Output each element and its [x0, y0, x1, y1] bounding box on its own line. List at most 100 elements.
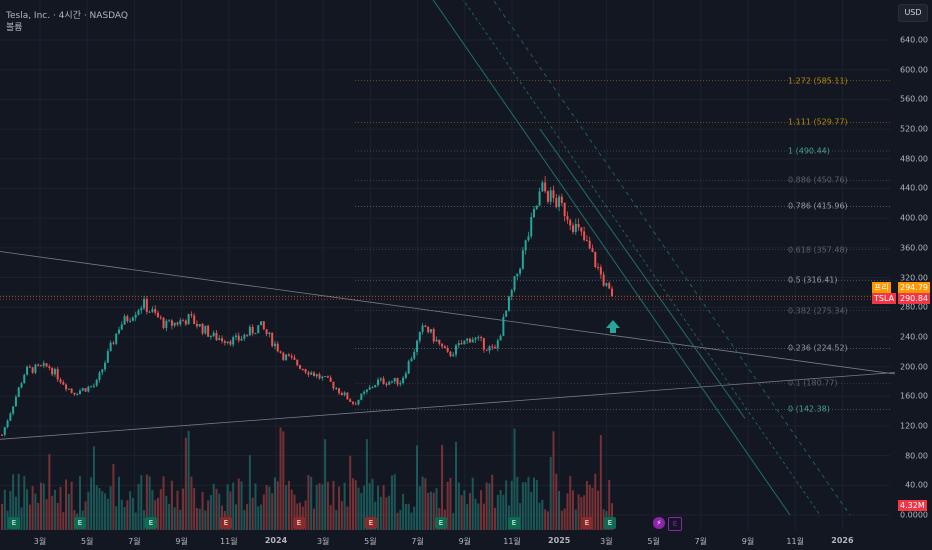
- volume-bar: [290, 489, 293, 530]
- volume-bar: [296, 503, 299, 530]
- earnings-event-icon[interactable]: E: [581, 517, 593, 529]
- ascending-trend-line: [0, 372, 896, 440]
- candle-body: [491, 346, 494, 348]
- candle-body: [374, 385, 377, 388]
- candle-body: [39, 365, 42, 367]
- earnings-event-icon[interactable]: E: [604, 517, 616, 529]
- candle-body: [237, 335, 240, 341]
- price-axis[interactable]: 640.00 600.00 560.00 520.00 480.00 440.00 400.…: [890, 0, 932, 550]
- volume-bar: [599, 435, 602, 530]
- candle-body: [173, 322, 176, 326]
- time-tick-label: 11월: [220, 537, 238, 546]
- volume-bar: [145, 474, 148, 530]
- volume-bar: [251, 497, 254, 530]
- volume-bar: [516, 476, 519, 530]
- earnings-event-icon[interactable]: E: [293, 517, 305, 529]
- symbol-tag: TSLA: [872, 293, 897, 304]
- currency-button[interactable]: USD: [898, 4, 928, 22]
- candle-body: [560, 196, 563, 203]
- earnings-event-icon[interactable]: E: [508, 517, 520, 529]
- candle-body: [265, 329, 268, 335]
- candle-body: [62, 382, 65, 385]
- candle-body: [418, 331, 421, 341]
- candle-body: [510, 290, 513, 297]
- candle-body: [496, 340, 499, 349]
- volume-bar: [131, 497, 134, 530]
- candle-body: [368, 387, 371, 390]
- volume-bar: [287, 480, 290, 530]
- earnings-event-icon[interactable]: E: [74, 517, 86, 529]
- time-tick-label: 9월: [458, 537, 472, 546]
- candle-body: [299, 365, 302, 369]
- candle-body: [335, 388, 338, 390]
- candle-body: [574, 224, 577, 232]
- candle-body: [215, 332, 218, 341]
- volume-bar: [62, 512, 65, 530]
- volume-bar: [566, 493, 569, 530]
- volume-bar: [519, 503, 522, 530]
- volume-bar: [597, 490, 600, 530]
- candle-body: [240, 338, 243, 341]
- volume-bar: [92, 446, 95, 530]
- volume-bar: [260, 504, 263, 530]
- candle-body: [340, 393, 343, 396]
- volume-bar: [90, 477, 93, 530]
- time-tick-label: 5월: [364, 537, 377, 546]
- volume-bar: [95, 485, 98, 530]
- candle-body: [404, 373, 407, 378]
- volume-bar: [117, 476, 120, 530]
- volume-bar: [360, 493, 363, 530]
- volume-bar: [310, 476, 313, 530]
- volume-bar: [271, 493, 274, 530]
- volume-bar: [421, 476, 424, 530]
- volume-bar: [26, 489, 29, 530]
- price-tick-label: 520.00: [900, 124, 928, 134]
- candle-body: [51, 367, 54, 375]
- earnings-event-icon[interactable]: E: [8, 517, 20, 529]
- time-tick-label: 5월: [80, 537, 94, 546]
- candle-body: [229, 341, 232, 345]
- candle-body: [140, 308, 143, 311]
- candle-body: [218, 338, 221, 341]
- volume-bar: [399, 509, 402, 530]
- candle-body: [17, 387, 20, 397]
- candle-body: [324, 376, 327, 378]
- volume-bar: [248, 455, 251, 530]
- volume-bar: [53, 489, 56, 530]
- price-tick-label: 80.00: [905, 451, 928, 461]
- candle-body: [577, 224, 580, 228]
- candle-body: [566, 216, 569, 220]
- candle-body: [296, 359, 299, 366]
- candle-body: [354, 403, 357, 405]
- candle-body: [452, 354, 455, 356]
- earnings-event-icon[interactable]: E: [365, 517, 377, 529]
- volume-bar: [449, 477, 452, 530]
- volume-bar: [151, 489, 154, 530]
- candle-body: [410, 358, 413, 362]
- volume-bar: [293, 494, 296, 530]
- candle-body: [549, 190, 552, 202]
- earnings-event-icon[interactable]: E: [145, 517, 157, 529]
- volume-bar: [432, 492, 435, 530]
- volume-bar: [332, 480, 335, 530]
- volume-bar: [371, 478, 374, 530]
- earnings-event-icon[interactable]: E: [668, 517, 682, 531]
- candle-body: [310, 372, 313, 375]
- earnings-event-icon[interactable]: E: [220, 517, 232, 529]
- candle-body: [207, 325, 210, 337]
- candle-body: [78, 390, 81, 394]
- candle-body: [346, 392, 349, 400]
- price-tick-label: 240.00: [900, 332, 928, 342]
- volume-bar: [335, 509, 338, 530]
- earnings-event-icon[interactable]: E: [435, 517, 447, 529]
- candle-body: [209, 336, 212, 338]
- candle-body: [90, 386, 93, 388]
- volume-bar: [544, 509, 547, 530]
- candle-body: [343, 392, 346, 396]
- time-tick-label: 3월: [316, 537, 330, 546]
- volume-bar: [611, 503, 613, 530]
- dividend-event-icon[interactable]: ⚡: [653, 517, 665, 529]
- candle-body: [371, 387, 374, 389]
- volume-bar: [410, 512, 413, 530]
